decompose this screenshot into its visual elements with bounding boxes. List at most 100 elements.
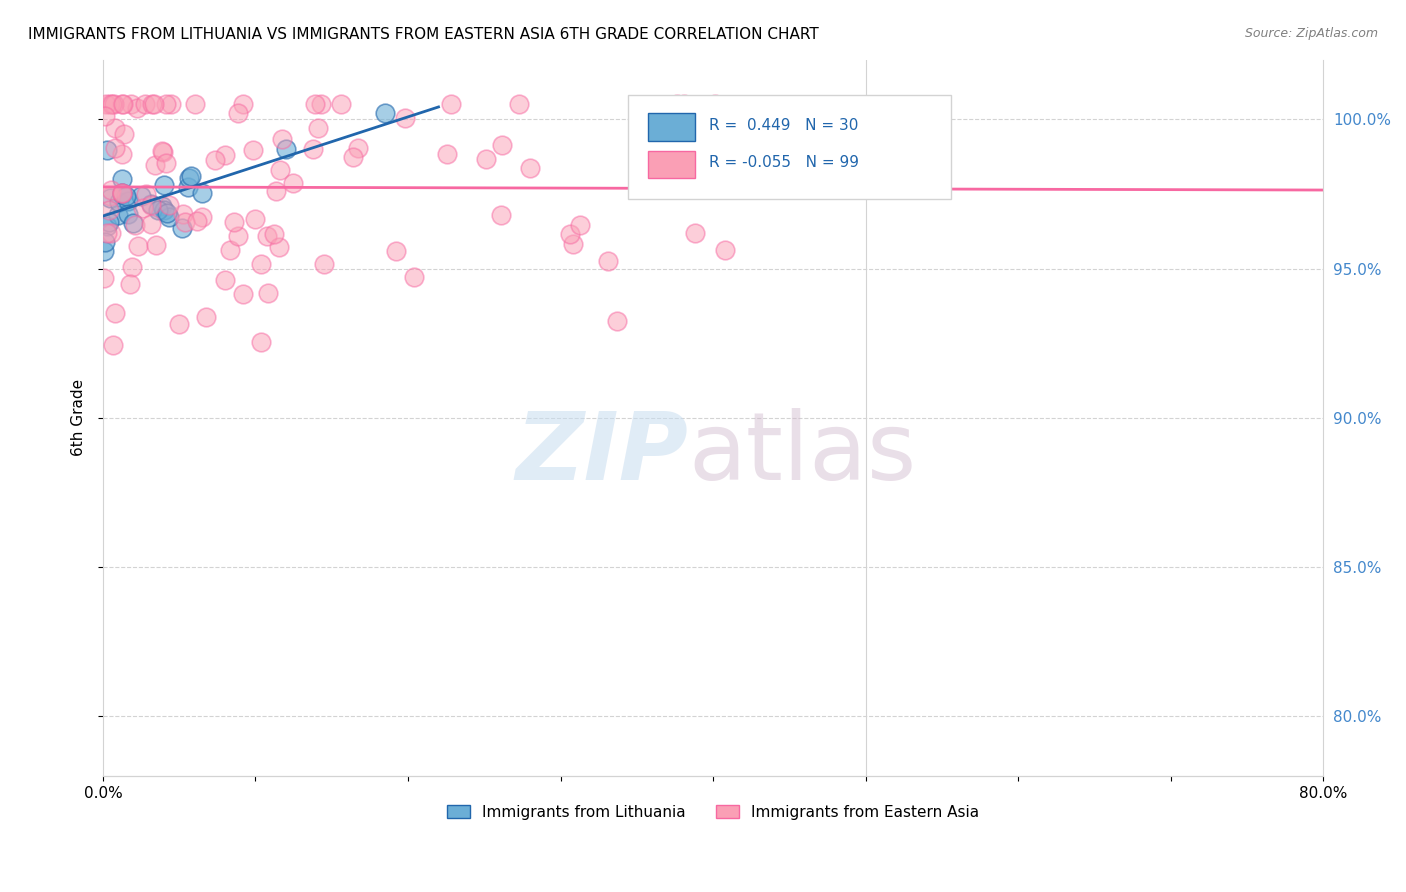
Point [103, 97, 125, 112]
Point [111, 186, 134, 200]
Point [127, 101, 149, 115]
Point [243, 211, 266, 226]
Point [93, 244, 115, 258]
Point [104, 140, 127, 154]
Point [302, 142, 325, 156]
Point [100, 227, 122, 241]
Point [98, 191, 121, 205]
Point [307, 121, 329, 136]
Point [606, 314, 628, 328]
Point [172, 220, 194, 235]
Point [148, 202, 170, 217]
Point [257, 286, 280, 301]
Point [232, 286, 254, 301]
Point [155, 155, 177, 169]
Point [159, 97, 181, 112]
FancyBboxPatch shape [648, 151, 695, 178]
Point [111, 97, 134, 112]
Point [374, 106, 396, 120]
Point [96, 219, 118, 233]
Point [283, 177, 305, 191]
Point [678, 143, 700, 157]
Point [155, 97, 177, 112]
FancyBboxPatch shape [648, 113, 695, 141]
Point [271, 132, 294, 146]
Point [385, 244, 408, 258]
Point [347, 141, 370, 155]
Point [440, 97, 463, 112]
Point [115, 189, 138, 203]
Point [100, 183, 122, 197]
Point [222, 215, 245, 229]
Point [256, 228, 278, 243]
Point [111, 97, 134, 112]
Point [204, 153, 226, 167]
Point [118, 277, 141, 292]
Point [329, 97, 352, 112]
Point [226, 106, 249, 120]
Point [104, 306, 127, 320]
Point [143, 97, 166, 112]
Point [93, 270, 115, 285]
Point [152, 199, 174, 213]
Point [714, 243, 737, 257]
Point [269, 163, 291, 178]
Point [263, 227, 285, 241]
Point [127, 239, 149, 253]
Point [267, 239, 290, 253]
Point [111, 172, 134, 186]
Point [436, 147, 458, 161]
Point [683, 227, 706, 241]
Point [172, 206, 194, 220]
Point [117, 194, 139, 209]
Point [264, 184, 287, 198]
Point [98, 97, 121, 112]
Point [489, 208, 512, 222]
Point [120, 97, 142, 112]
Point [141, 217, 163, 231]
Point [145, 158, 167, 172]
Point [98, 188, 121, 202]
Point [174, 215, 197, 229]
Y-axis label: 6th Grade: 6th Grade [72, 379, 86, 457]
Point [141, 97, 163, 112]
Point [139, 197, 162, 211]
Point [97, 203, 120, 218]
Point [135, 186, 157, 201]
Point [103, 338, 125, 352]
Point [152, 145, 174, 160]
Point [274, 142, 297, 156]
Point [186, 213, 208, 227]
Point [508, 97, 530, 112]
Point [134, 97, 156, 112]
Text: R =  0.449   N = 30: R = 0.449 N = 30 [710, 118, 859, 133]
Text: R = -0.055   N = 99: R = -0.055 N = 99 [710, 155, 859, 170]
Point [111, 186, 134, 201]
Point [180, 169, 202, 183]
Point [304, 97, 326, 112]
Point [561, 237, 583, 252]
Point [122, 216, 145, 230]
Point [704, 97, 727, 112]
Point [157, 198, 180, 212]
Point [104, 120, 127, 135]
Text: Source: ZipAtlas.com: Source: ZipAtlas.com [1244, 27, 1378, 40]
Point [194, 310, 217, 324]
Point [108, 194, 131, 209]
Point [569, 218, 592, 232]
Point [232, 97, 254, 112]
Point [117, 207, 139, 221]
Point [107, 208, 129, 222]
Point [101, 97, 124, 112]
Point [226, 228, 249, 243]
Point [112, 127, 135, 141]
Point [153, 178, 176, 193]
Point [96, 143, 118, 157]
Text: ZIP: ZIP [516, 408, 689, 500]
Point [560, 227, 582, 241]
Point [491, 137, 513, 152]
Point [249, 335, 271, 350]
Point [132, 201, 155, 215]
Point [394, 112, 416, 126]
Point [111, 186, 134, 201]
